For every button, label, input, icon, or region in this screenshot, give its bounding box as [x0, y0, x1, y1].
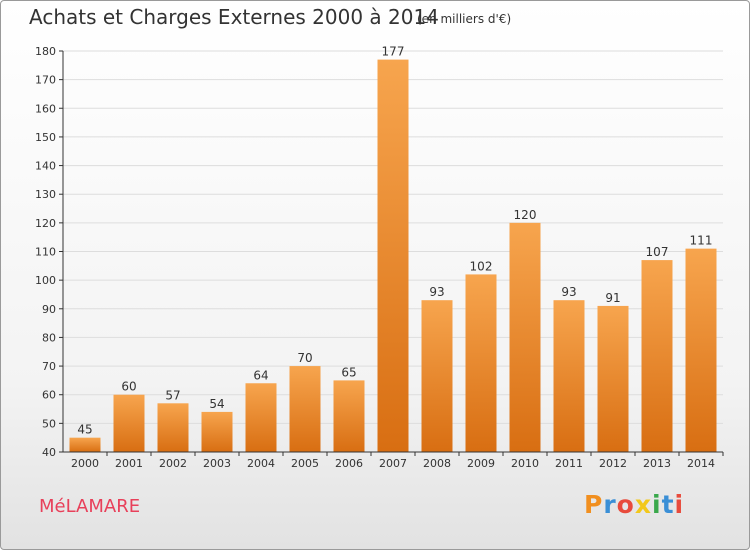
y-tick-label: 80	[42, 331, 56, 344]
bar	[421, 300, 453, 452]
x-tick-label: 2009	[467, 457, 495, 470]
x-tick-label: 2001	[115, 457, 143, 470]
x-tick-label: 2006	[335, 457, 363, 470]
data-label: 45	[77, 423, 92, 437]
bar	[289, 366, 321, 452]
logo-letter: i	[674, 490, 685, 519]
x-tick-label: 2012	[599, 457, 627, 470]
x-tick-label: 2013	[643, 457, 671, 470]
data-label: 70	[297, 351, 312, 365]
data-label: 65	[341, 365, 356, 379]
y-tick-label: 100	[35, 274, 56, 287]
bar	[553, 300, 585, 452]
x-tick-label: 2003	[203, 457, 231, 470]
y-tick-label: 120	[35, 217, 56, 230]
logo-letter: r	[603, 490, 617, 519]
y-tick-label: 150	[35, 131, 56, 144]
data-label: 57	[165, 388, 180, 402]
data-label: 93	[429, 285, 444, 299]
bar	[201, 411, 233, 452]
y-tick-label: 140	[35, 160, 56, 173]
data-label: 177	[382, 45, 405, 59]
data-label: 120	[514, 208, 537, 222]
x-tick-label: 2008	[423, 457, 451, 470]
bar	[597, 305, 629, 452]
x-tick-label: 2005	[291, 457, 319, 470]
bar	[509, 222, 541, 452]
logo-letter: t	[661, 490, 675, 519]
logo-letter: P	[584, 490, 604, 519]
x-tick-label: 2011	[555, 457, 583, 470]
y-tick-label: 170	[35, 74, 56, 87]
data-labels: 45 60 57 54 64 70 65 177 93 102 120 93 91 107 111	[77, 45, 712, 437]
bar	[113, 394, 145, 452]
y-tick-label: 110	[35, 246, 56, 259]
bar	[465, 274, 497, 452]
y-tick-label: 160	[35, 102, 56, 115]
y-tick-label: 60	[42, 389, 56, 402]
y-tick-labels: 40 50 60 70 80 90 100 110 120 130 140 150 160 170 180	[35, 45, 56, 459]
logo-letter: x	[634, 490, 652, 519]
y-tick-label: 50	[42, 417, 56, 430]
y-tick-label: 90	[42, 303, 56, 316]
bar	[377, 59, 409, 452]
data-label: 102	[470, 259, 493, 273]
x-tick-label: 2014	[687, 457, 715, 470]
data-label: 60	[121, 380, 136, 394]
proxiti-logo[interactable]: Proxiti	[584, 490, 684, 519]
y-tick-label: 130	[35, 188, 56, 201]
y-tick-label: 70	[42, 360, 56, 373]
data-label: 111	[690, 234, 713, 248]
axes	[59, 50, 724, 456]
logo-letter: o	[616, 490, 635, 519]
x-tick-label: 2000	[71, 457, 99, 470]
bar	[333, 380, 365, 452]
bar	[685, 248, 717, 452]
y-tick-label: 40	[42, 446, 56, 459]
chart-title: Achats et Charges Externes 2000 à 2014	[29, 5, 439, 29]
data-label: 64	[253, 368, 268, 382]
data-label: 54	[209, 397, 224, 411]
logo-letter: i	[652, 490, 662, 519]
bar	[245, 383, 277, 452]
data-label: 93	[561, 285, 576, 299]
data-label: 107	[646, 245, 669, 259]
bars	[69, 59, 717, 452]
y-tick-label: 180	[35, 45, 56, 58]
x-tick-labels: 2000 2001 2002 2003 2004 2005 2006 2007 2008 2009…	[71, 457, 715, 470]
bar	[157, 403, 189, 452]
data-label: 91	[605, 291, 620, 305]
chart-subtitle: (en milliers d'€)	[417, 12, 512, 26]
commune-name: MéLAMARE	[39, 496, 141, 517]
x-tick-label: 2002	[159, 457, 187, 470]
x-tick-label: 2007	[379, 457, 407, 470]
x-tick-label: 2010	[511, 457, 539, 470]
bar	[69, 437, 101, 452]
x-tick-label: 2004	[247, 457, 275, 470]
bar	[641, 260, 673, 452]
